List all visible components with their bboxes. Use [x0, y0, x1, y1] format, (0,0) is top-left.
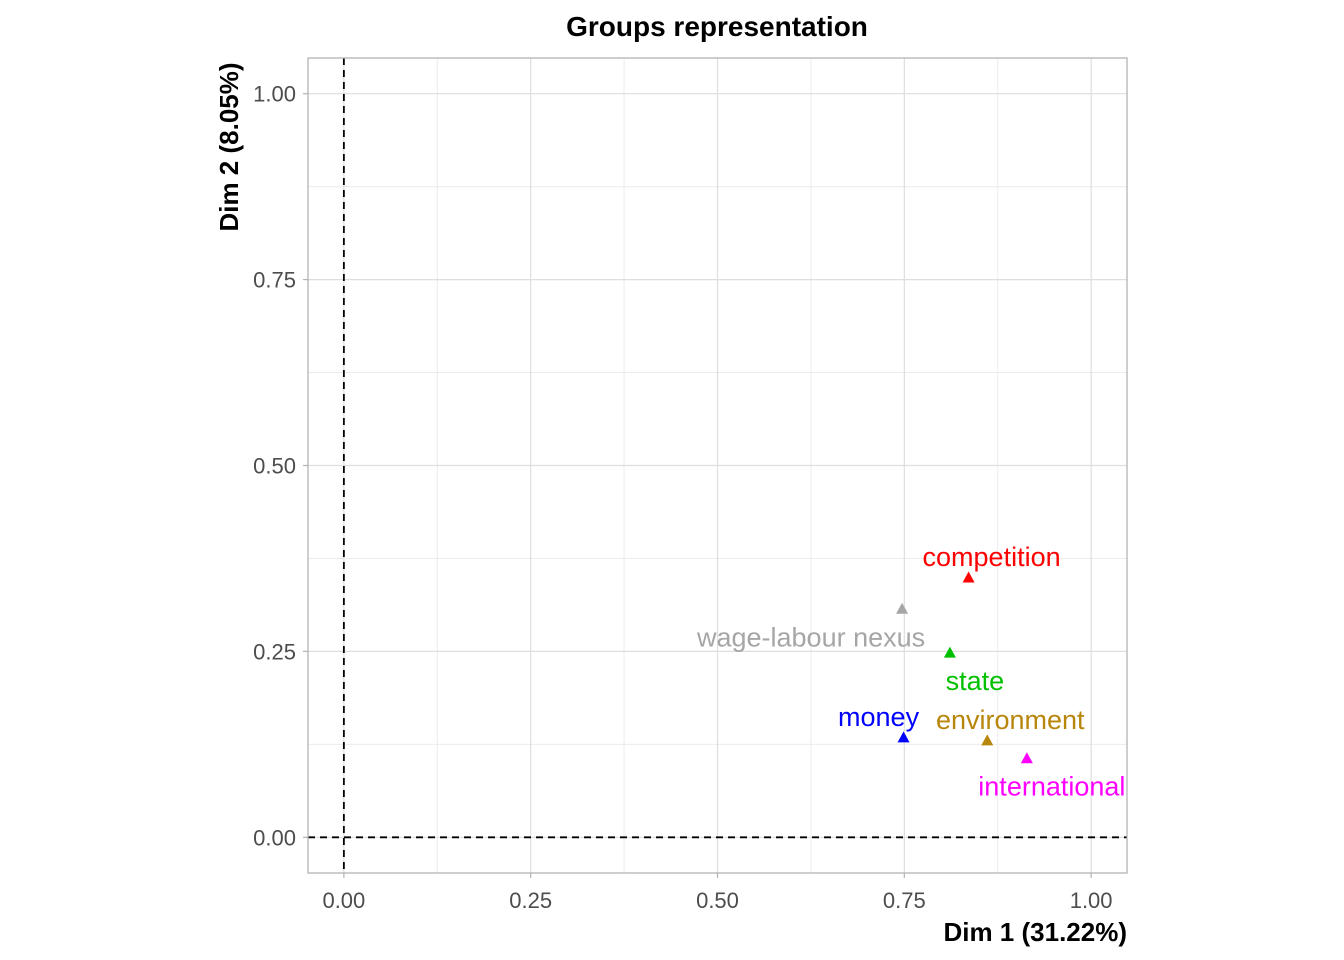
x-tick-label: 0.00 — [322, 888, 365, 913]
label-competition: competition — [923, 542, 1061, 572]
point-international — [1020, 752, 1033, 764]
y-tick-label: 0.75 — [253, 268, 296, 293]
reference-lines — [308, 58, 1127, 873]
x-axis-ticks: 0.00 0.25 0.50 0.75 1.00 — [322, 873, 1113, 913]
data-points — [896, 571, 1033, 764]
x-tick-label: 1.00 — [1070, 888, 1113, 913]
y-tick-label: 0.00 — [253, 825, 296, 850]
point-wage-labour-nexus — [896, 602, 909, 614]
y-tick-label: 0.50 — [253, 454, 296, 479]
label-state: state — [946, 666, 1005, 696]
label-environment: environment — [936, 705, 1085, 735]
chart-title: Groups representation — [566, 11, 868, 42]
data-labels: competition wage-labour nexus state money en… — [696, 542, 1125, 802]
label-money: money — [838, 702, 920, 732]
x-tick-label: 0.75 — [883, 888, 926, 913]
point-environment — [981, 734, 994, 746]
grid — [308, 58, 1127, 873]
y-axis-title: Dim 2 (8.05%) — [214, 62, 244, 231]
point-money — [897, 731, 910, 743]
y-axis-ticks: 0.00 0.25 0.50 0.75 1.00 — [253, 82, 308, 850]
point-state — [943, 646, 956, 658]
x-axis-title: Dim 1 (31.22%) — [943, 917, 1127, 947]
y-tick-label: 0.25 — [253, 639, 296, 664]
x-tick-label: 0.25 — [509, 888, 552, 913]
label-wage-labour-nexus: wage-labour nexus — [696, 622, 925, 652]
y-tick-label: 1.00 — [253, 82, 296, 107]
x-tick-label: 0.50 — [696, 888, 739, 913]
label-international: international — [978, 772, 1125, 802]
point-competition — [962, 571, 975, 583]
